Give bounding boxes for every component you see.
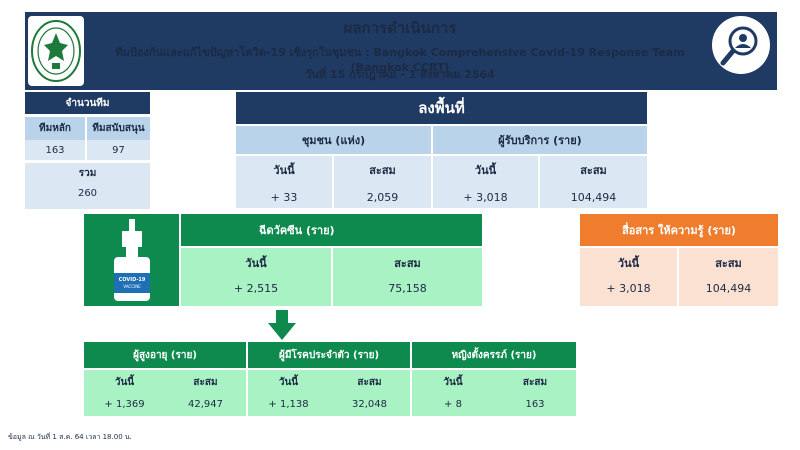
divider — [331, 248, 333, 306]
chronic-total-label: สะสม — [357, 377, 382, 388]
service-total-value: 104,494 — [570, 191, 617, 204]
vial-label-2: VACCINE — [123, 284, 141, 289]
elderly-total-cell: สะสม 42,947 — [165, 370, 246, 416]
chronic-today-cell: วันนี้ + 1,138 — [248, 370, 329, 416]
support-team-value: 97 — [87, 140, 150, 160]
chronic-disease-header: ผู้มีโรคประจำตัว (ราย) — [248, 342, 410, 368]
service-today-label: วันนี้ — [474, 164, 497, 177]
community-today-value: + 33 — [270, 191, 298, 204]
community-today-cell: วันนี้ + 33 — [236, 156, 332, 208]
elderly-today-cell: วันนี้ + 1,369 — [84, 370, 165, 416]
page-title: ผลการดำเนินการ — [343, 19, 457, 37]
vial-label-1: COVID-19 — [118, 277, 145, 283]
communication-header: สื่อสาร ให้ความรู้ (ราย) — [580, 214, 778, 246]
page-subtitle: ทีมป้องกันและแก้ไขปัญหาโควิด-19 เชิงรุกใ… — [115, 46, 685, 74]
pregnant-today-cell: วันนี้ + 8 — [412, 370, 494, 416]
elderly-total-value: 42,947 — [188, 399, 223, 410]
service-header: ผู้รับบริการ (ราย) — [433, 126, 647, 154]
pregnant-total-value: 163 — [525, 399, 545, 410]
pregnant-header: หญิงตั้งครรภ์ (ราย) — [412, 342, 576, 368]
elderly-header: ผู้สูงอายุ (ราย) — [84, 342, 246, 368]
team-total-label: รวม — [78, 168, 97, 179]
divider — [677, 248, 679, 306]
field-visit-title: ลงพื้นที่ — [236, 92, 647, 124]
pregnant-today-label: วันนี้ — [443, 377, 463, 388]
support-team-label: ทีมสนับสนุน — [87, 117, 150, 140]
chronic-total-cell: สะสม 32,048 — [329, 370, 410, 416]
community-header: ชุมชน (แห่ง) — [236, 126, 431, 154]
vaccine-header: ฉีดวัคซีน (ราย) — [181, 214, 482, 246]
team-total-box — [25, 163, 150, 209]
elderly-today-value: + 1,369 — [104, 399, 145, 410]
communication-today-label: วันนี้ — [617, 257, 640, 270]
vaccine-total-value: 75,158 — [388, 282, 427, 295]
chronic-today-value: + 1,138 — [268, 399, 309, 410]
communication-total-value: 104,494 — [705, 282, 752, 295]
service-today-value: + 3,018 — [463, 191, 508, 204]
service-total-label: สะสม — [580, 164, 607, 177]
communication-today-value: + 3,018 — [606, 282, 651, 295]
elderly-total-label: สะสม — [193, 377, 218, 388]
vaccine-today-value: + 2,515 — [233, 282, 279, 295]
chronic-today-label: วันนี้ — [278, 377, 299, 388]
down-arrow-icon — [268, 310, 296, 340]
vaccine-total-label: สะสม — [394, 257, 421, 270]
vaccine-today-label: วันนี้ — [245, 257, 267, 270]
service-today-cell: วันนี้ + 3,018 — [433, 156, 538, 208]
elderly-today-label: วันนี้ — [114, 377, 135, 388]
community-total-cell: สะสม 2,059 — [334, 156, 431, 208]
pregnant-total-cell: สะสม 163 — [494, 370, 576, 416]
main-team-label: ทีมหลัก — [25, 117, 85, 140]
team-total-value: 260 — [77, 188, 98, 199]
bangkok-seal-logo — [28, 16, 84, 86]
data-timestamp-footnote: ข้อมูล ณ วันที่ 1 ส.ค. 64 เวลา 18.00 น. — [8, 433, 132, 441]
communication-total-label: สะสม — [715, 257, 742, 270]
pregnant-today-value: + 8 — [444, 399, 462, 410]
team-title: จำนวนทีม — [25, 92, 150, 114]
date-range: วันที่ 15 กรกฎาคม - 1 สิงหาคม 2564 — [305, 68, 495, 81]
main-team-value: 163 — [25, 140, 85, 160]
communication-body — [580, 248, 778, 306]
community-today-label: วันนี้ — [273, 164, 295, 177]
community-total-value: 2,059 — [366, 191, 399, 204]
chronic-total-value: 32,048 — [352, 399, 387, 410]
pregnant-total-label: สะสม — [522, 377, 548, 388]
vaccine-vial-icon: COVID-19 VACCINE — [84, 214, 179, 306]
service-total-cell: สะสม 104,494 — [540, 156, 647, 208]
header-banner — [25, 12, 777, 90]
person-search-icon — [712, 16, 770, 74]
community-total-label: สะสม — [369, 164, 396, 177]
